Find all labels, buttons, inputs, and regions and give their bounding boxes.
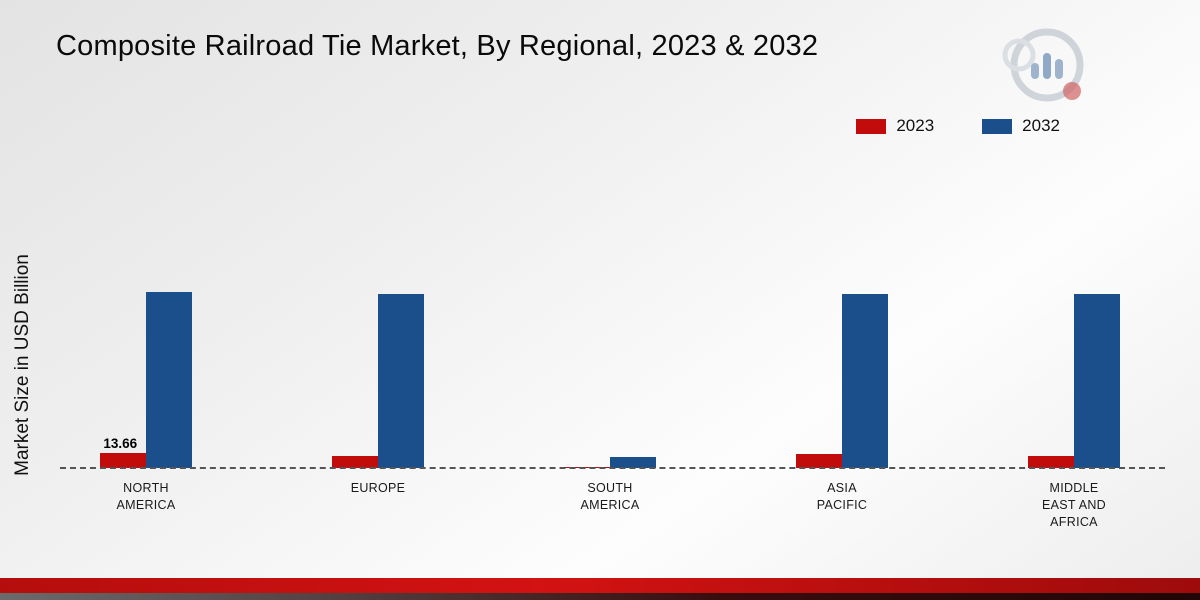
legend-swatch-2023: [856, 118, 887, 134]
bar-2032-north-america[interactable]: [146, 292, 192, 468]
bar-group-europe: EUROPE: [332, 268, 424, 497]
bars: [796, 268, 888, 468]
legend-label-2023: 2023: [896, 116, 935, 135]
bar-group-north-america: 13.66 NORTH AMERICA: [100, 268, 192, 514]
bar-group-south-america: SOUTH AMERICA: [564, 268, 656, 514]
bar-2032-middle-east-and-africa[interactable]: [1074, 293, 1120, 468]
bar-value-label: 13.66: [103, 435, 138, 451]
bar-group-middle-east-and-africa: MIDDLE EAST AND AFRICA: [1028, 268, 1120, 531]
bars: [1028, 268, 1120, 468]
category-label: SOUTH AMERICA: [580, 481, 640, 512]
category-label: EUROPE: [350, 481, 406, 495]
category-label: ASIA PACIFIC: [816, 481, 868, 512]
y-axis-label: Market Size in USD Billion: [12, 254, 33, 476]
legend-label-2032: 2032: [1022, 116, 1060, 135]
legend-item-2023[interactable]: 2023: [856, 116, 934, 136]
footer-dark-strip: [0, 593, 1200, 600]
bar-2023-middle-east-and-africa[interactable]: [1028, 456, 1074, 468]
bar-group-asia-pacific: ASIA PACIFIC: [796, 268, 888, 514]
footer-red-strip: [0, 578, 1200, 593]
legend-swatch-2032: [982, 118, 1013, 134]
bar-2032-south-america[interactable]: [610, 456, 656, 468]
bar-2032-europe[interactable]: [378, 293, 424, 468]
bars: 13.66: [100, 268, 192, 468]
bars: [564, 268, 656, 468]
bar-2023-europe[interactable]: [332, 456, 378, 468]
legend: 2023 2032: [856, 116, 1060, 136]
chart-title: Composite Railroad Tie Market, By Region…: [56, 30, 819, 62]
bar-2032-asia-pacific[interactable]: [842, 293, 888, 468]
bar-2023-asia-pacific[interactable]: [796, 454, 842, 468]
bars: [332, 268, 424, 468]
x-axis-baseline: [60, 467, 1165, 469]
legend-item-2032[interactable]: 2032: [982, 116, 1060, 136]
category-label: NORTH AMERICA: [116, 481, 176, 512]
brand-logo: [995, 25, 1090, 115]
bar-2023-north-america[interactable]: 13.66: [100, 436, 146, 468]
category-label: MIDDLE EAST AND AFRICA: [1042, 481, 1106, 529]
plot-area: 13.66 NORTH AMERICA EUROPE SOUTH AMERICA ASI…: [100, 268, 1120, 531]
